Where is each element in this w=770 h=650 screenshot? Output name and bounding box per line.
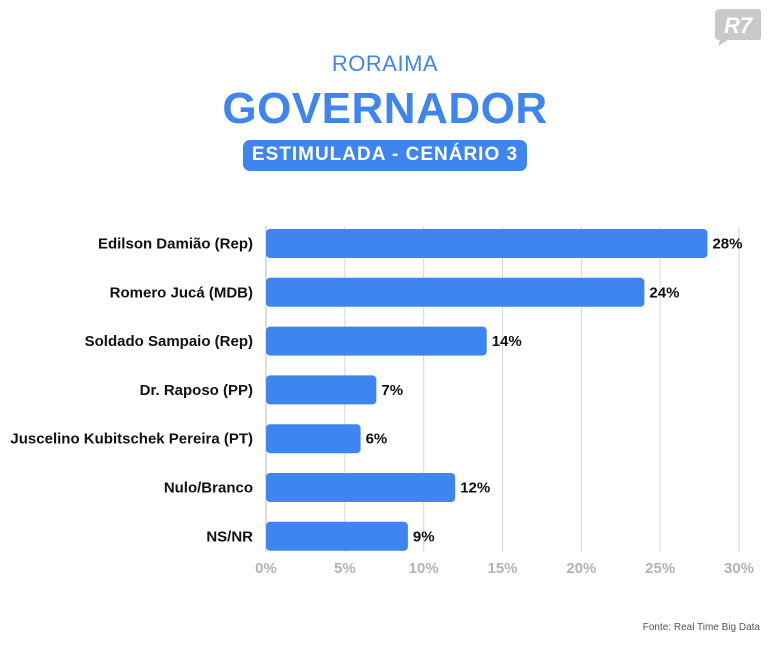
state-subtitle: RORAIMA xyxy=(331,51,439,76)
x-tick-label: 30% xyxy=(724,560,754,577)
bar xyxy=(266,326,487,356)
value-label: 12% xyxy=(460,480,490,497)
category-label: Soldado Sampaio (Rep) xyxy=(85,333,253,350)
bar xyxy=(266,473,456,502)
r7-logo: R7 xyxy=(715,9,761,46)
x-tick-label: 5% xyxy=(334,560,356,577)
value-label: 7% xyxy=(381,382,403,399)
x-tick-label: 0% xyxy=(255,560,277,577)
category-label: Juscelino Kubitschek Pereira (PT) xyxy=(10,431,253,448)
chart-title: GOVERNADOR xyxy=(222,84,548,133)
value-label: 6% xyxy=(366,431,388,448)
category-label: Nulo/Branco xyxy=(164,480,253,497)
x-tick-label: 25% xyxy=(645,560,675,577)
bar xyxy=(266,521,408,551)
x-tick-label: 15% xyxy=(487,560,517,577)
logo-text: R7 xyxy=(724,13,754,38)
bar xyxy=(266,229,708,258)
category-label: Edilson Damião (Rep) xyxy=(98,236,253,253)
bar xyxy=(266,277,645,307)
category-label: Dr. Raposo (PP) xyxy=(140,382,253,399)
category-label: NS/NR xyxy=(206,528,253,545)
scenario-badge: ESTIMULADA - CENÁRIO 3 xyxy=(242,140,528,171)
source-note: Fonte: Real Time Big Data xyxy=(642,622,760,633)
value-label: 14% xyxy=(492,333,522,350)
bar xyxy=(266,375,377,405)
x-tick-label: 20% xyxy=(566,560,596,577)
value-label: 24% xyxy=(649,284,679,301)
value-label: 9% xyxy=(413,528,435,545)
x-tick-label: 10% xyxy=(409,560,439,577)
bar xyxy=(266,424,361,454)
value-label: 28% xyxy=(712,236,742,253)
category-label: Romero Jucá (MDB) xyxy=(110,284,253,301)
